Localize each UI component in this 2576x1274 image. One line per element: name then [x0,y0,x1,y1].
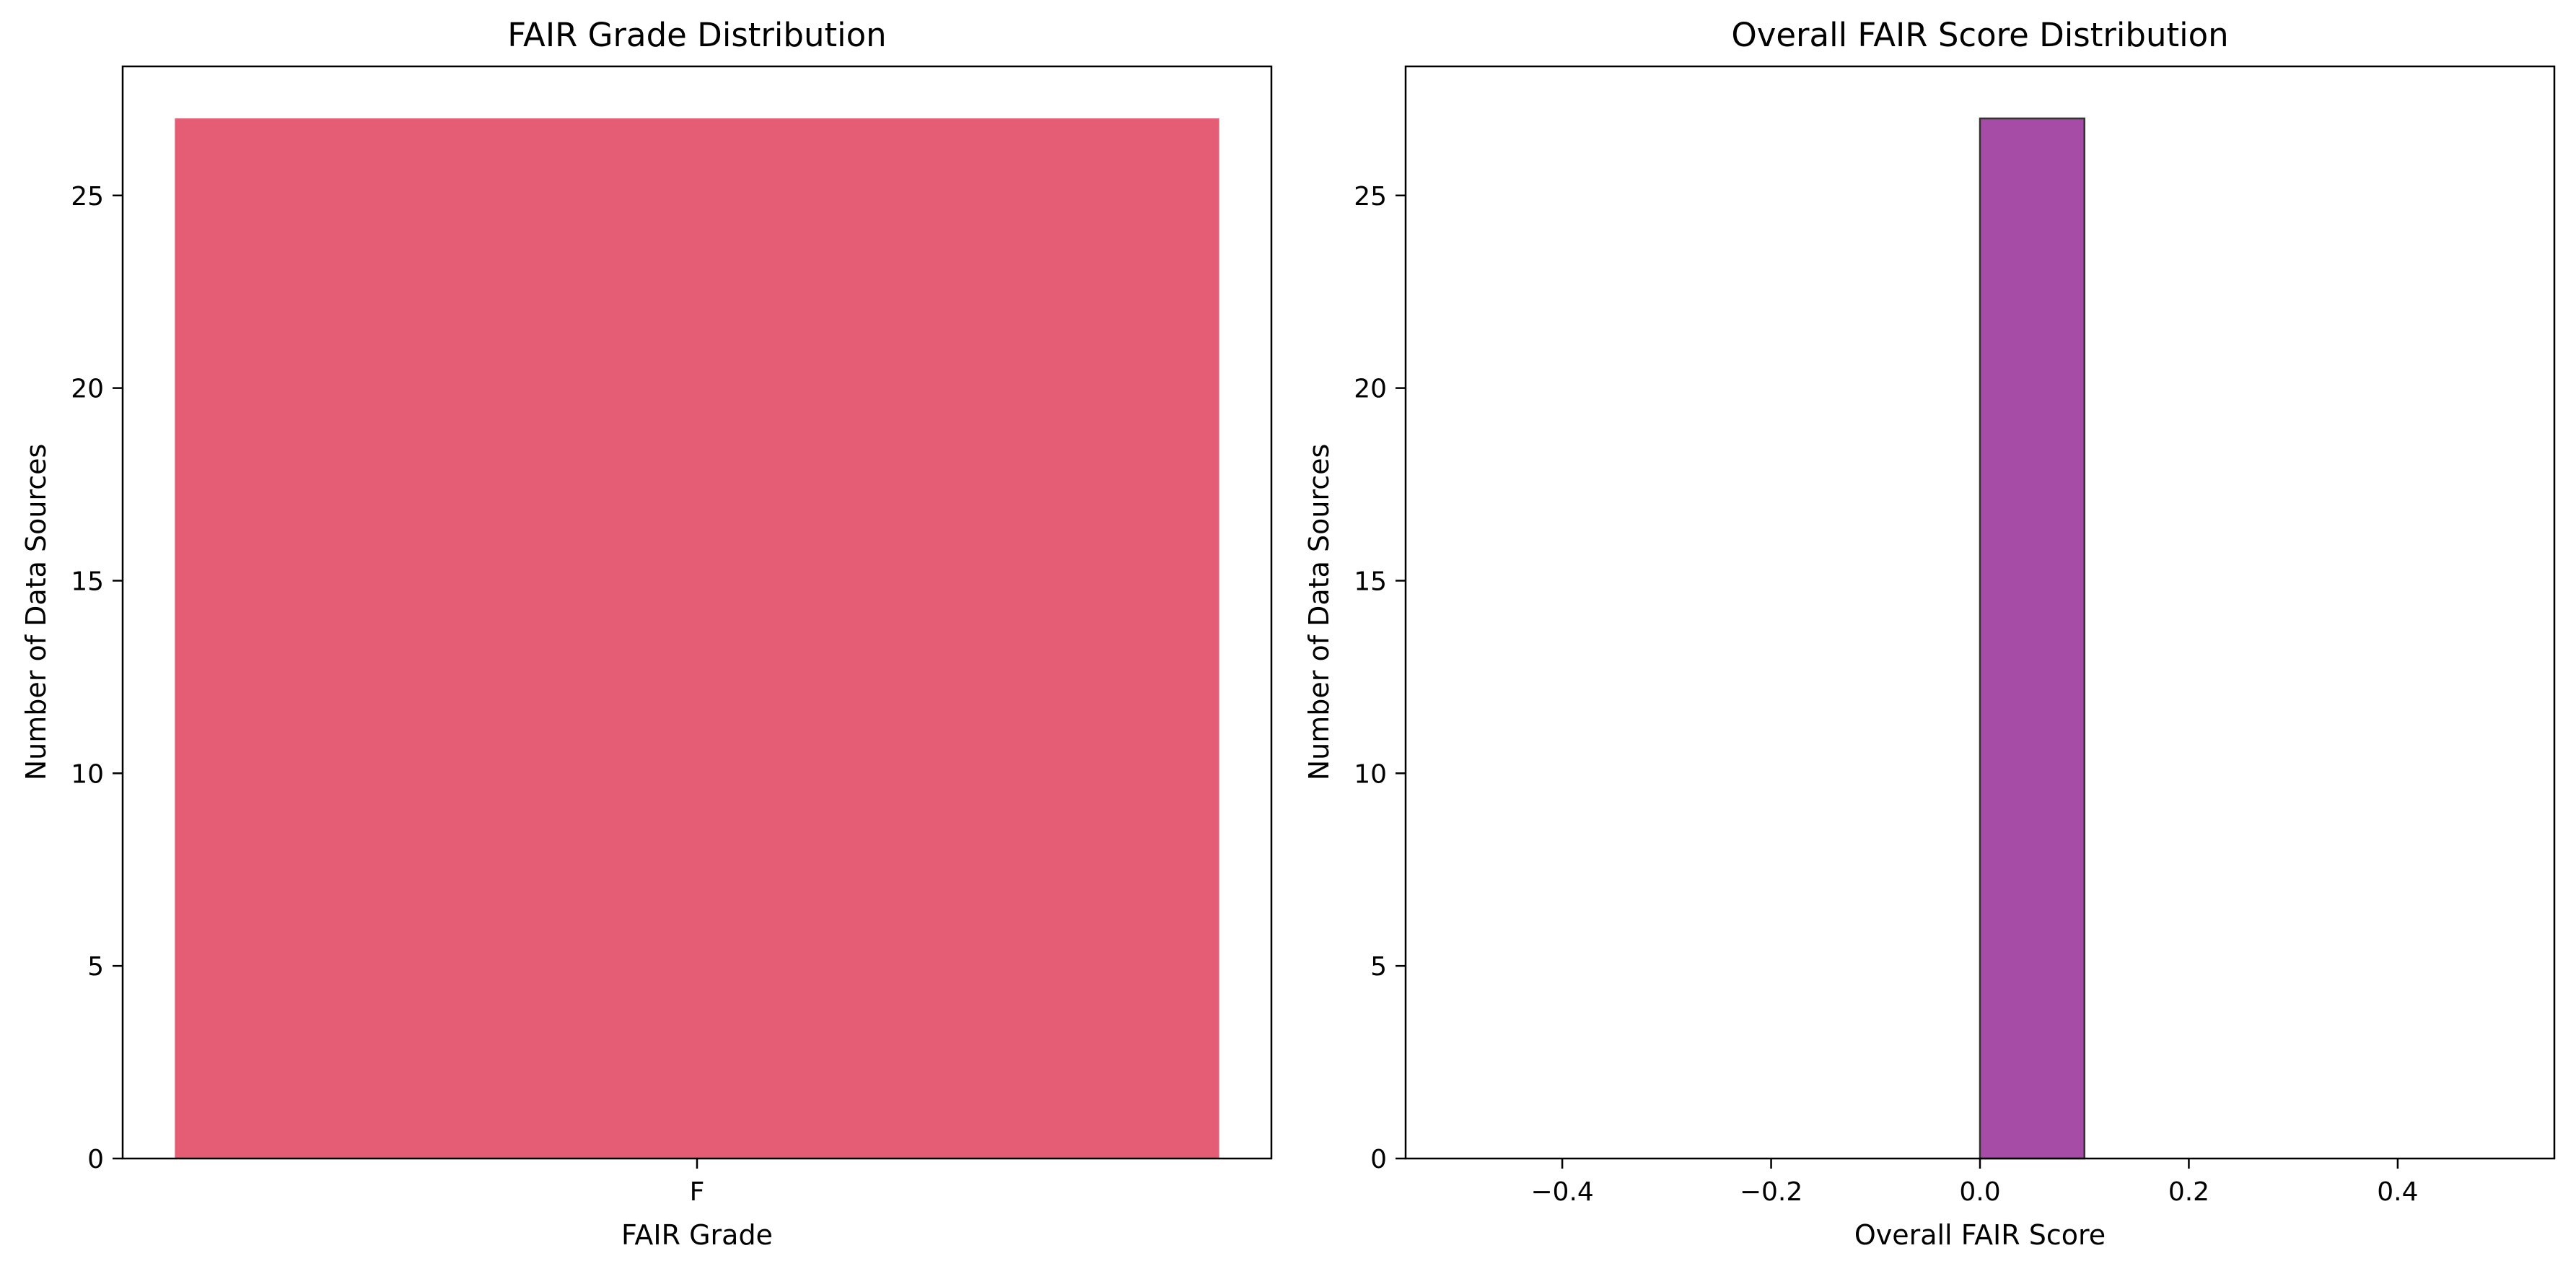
x-tick-label: F [690,1177,705,1207]
y-tick-label: 10 [71,759,104,789]
y-tick-label: 5 [87,952,104,982]
y-axis-label: Number of Data Sources [20,444,52,781]
plot-frame [1404,65,2556,1160]
x-ticks: F [690,1159,705,1207]
x-tick-label: −0.2 [1740,1177,1802,1207]
chart-title: Overall FAIR Score Distribution [1731,16,2228,54]
y-tick-label: 25 [1354,182,1387,211]
grade-distribution-chart: FAIR Grade Distribution 0 5 10 15 20 25 F FAI… [20,16,1273,1251]
x-ticks: −0.4 −0.2 0.0 0.2 0.4 [1530,1159,2419,1207]
y-tick-label: 10 [1354,759,1387,789]
plot-frame [121,65,1273,1160]
x-axis-label: Overall FAIR Score [1854,1219,2106,1251]
y-tick-label: 5 [1370,952,1387,982]
y-ticks: 0 5 10 15 20 25 [71,182,123,1174]
score-distribution-chart: Overall FAIR Score Distribution 0 5 10 15 20… [1303,16,2556,1251]
y-ticks: 0 5 10 15 20 25 [1354,182,1406,1174]
histogram-bar [1979,117,2085,1160]
x-tick-label: 0.0 [1959,1177,2000,1207]
x-axis-label: FAIR Grade [621,1219,773,1251]
y-tick-label: 0 [87,1145,104,1174]
y-tick-label: 25 [71,182,104,211]
bars [175,118,1219,1159]
bar-f [175,118,1219,1159]
y-tick-label: 20 [1354,375,1387,404]
y-axis-label: Number of Data Sources [1303,444,1335,781]
y-tick-label: 20 [71,375,104,404]
x-tick-label: −0.4 [1530,1177,1593,1207]
y-tick-label: 15 [71,567,104,596]
y-tick-label: 0 [1370,1145,1387,1174]
histogram-bars [1979,117,2085,1160]
y-tick-label: 15 [1354,567,1387,596]
chart-title: FAIR Grade Distribution [507,16,886,54]
x-tick-label: 0.4 [2377,1177,2418,1207]
x-tick-label: 0.2 [2168,1177,2209,1207]
